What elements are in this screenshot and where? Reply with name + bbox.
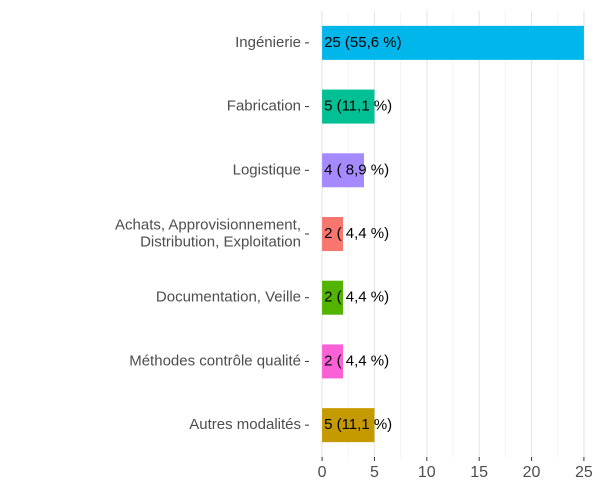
- bar: [322, 153, 364, 188]
- y-tick-label: Fabrication: [227, 98, 301, 115]
- data-label: 4 ( 8,9 %): [324, 161, 389, 178]
- data-label: 2 ( 4,4 %): [324, 225, 389, 242]
- y-tick-label: Achats, Approvisionnement, Distribution, …: [115, 216, 301, 250]
- data-label: 25 (55,6 %): [324, 34, 402, 51]
- x-tick-label: 0: [318, 464, 327, 481]
- y-tick-label: Autres modalités: [189, 416, 301, 433]
- y-tick-label: Ingénierie: [235, 34, 301, 51]
- x-tick-label: 20: [523, 464, 541, 481]
- bar: [322, 408, 375, 443]
- bar: [322, 217, 344, 251]
- y-tick-label: Documentation, Veille: [156, 289, 301, 306]
- bar: [322, 280, 344, 315]
- data-label: 5 (11,1 %): [324, 98, 392, 115]
- x-tick-label: 10: [418, 464, 436, 481]
- x-tick-label: 5: [370, 464, 379, 481]
- data-label: 2 ( 4,4 %): [324, 289, 389, 306]
- x-tick-label: 25: [575, 464, 593, 481]
- bar: [322, 25, 584, 60]
- data-label: 5 (11,1 %): [324, 416, 392, 433]
- y-tick-label: Méthodes contrôle qualité: [129, 352, 301, 369]
- data-label: 2 ( 4,4 %): [324, 352, 389, 369]
- x-tick-label: 15: [470, 464, 488, 481]
- bar: [322, 344, 344, 379]
- bar: [322, 89, 375, 124]
- y-tick-label: Logistique: [233, 161, 301, 178]
